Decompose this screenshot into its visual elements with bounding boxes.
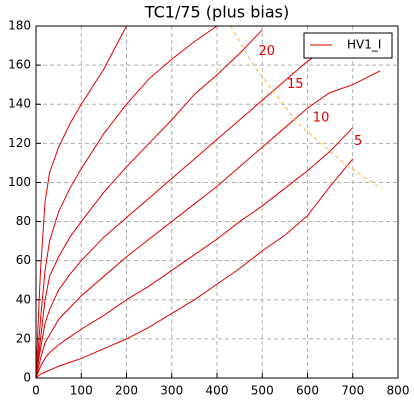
y-tick-label: 0 — [23, 371, 31, 385]
x-tick-label: 300 — [160, 384, 183, 398]
line — [35, 25, 127, 379]
line — [35, 158, 354, 379]
annotation: 15 — [287, 77, 304, 92]
annotation: 5 — [354, 134, 362, 149]
y-tick-label: 60 — [16, 253, 31, 267]
x-tick-label: 400 — [206, 384, 229, 398]
y-tick-label: 20 — [16, 331, 31, 345]
y-tick-label: 180 — [8, 19, 31, 33]
x-tick-label: 100 — [70, 384, 93, 398]
y-tick-label: 140 — [8, 97, 31, 111]
chart-title: TC1/75 (plus bias) — [144, 3, 289, 22]
line — [35, 33, 353, 379]
annotation: 20 — [259, 44, 276, 59]
x-tick-label: 800 — [387, 384, 410, 398]
legend-label: HV1_I — [347, 38, 381, 52]
x-tick-label: 0 — [32, 384, 40, 398]
x-tick-label: 200 — [115, 384, 138, 398]
line — [35, 70, 381, 379]
line — [35, 29, 263, 379]
line — [35, 25, 218, 379]
annotation: 10 — [313, 110, 330, 125]
x-tick-label: 500 — [251, 384, 274, 398]
y-tick-label: 40 — [16, 292, 31, 306]
y-tick-label: 80 — [16, 214, 31, 228]
y-tick-label: 160 — [8, 58, 31, 72]
line — [35, 127, 354, 379]
x-tick-label: 600 — [296, 384, 319, 398]
y-tick-label: 120 — [8, 136, 31, 150]
plot-frame — [35, 25, 399, 379]
x-tick-label: 700 — [341, 384, 364, 398]
dashed-line — [230, 25, 383, 189]
y-tick-label: 100 — [8, 175, 31, 189]
